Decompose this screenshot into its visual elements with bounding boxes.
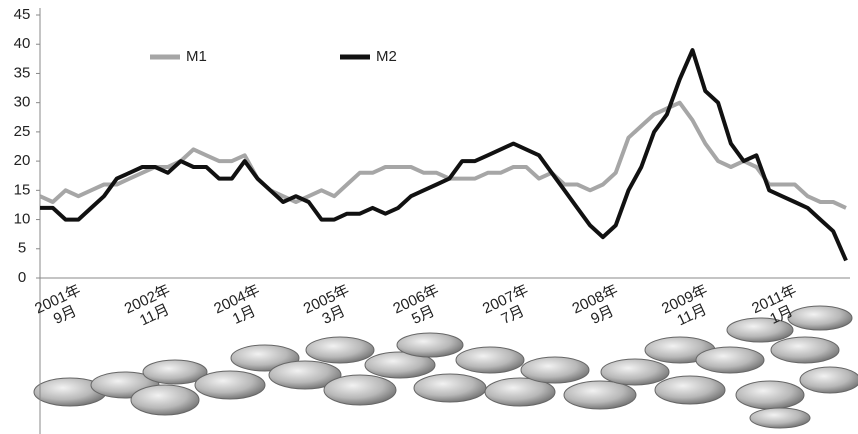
coins bbox=[33, 305, 858, 429]
y-tick-label: 45 bbox=[14, 6, 31, 23]
legend-label: M1 bbox=[186, 48, 207, 65]
y-tick-label: 5 bbox=[18, 240, 26, 257]
x-tick-label: 2008年9月 bbox=[570, 282, 628, 333]
x-tick-label: 2009年11月 bbox=[659, 282, 717, 333]
x-tick-label: 2005年3月 bbox=[301, 282, 359, 333]
x-tick-label: 2001年9月 bbox=[32, 282, 90, 333]
y-tick-label: 20 bbox=[14, 152, 31, 169]
y-tick-label: 25 bbox=[14, 123, 31, 140]
y-tick-label: 35 bbox=[14, 64, 31, 81]
y-tick-label: 40 bbox=[14, 35, 31, 52]
y-tick-label: 0 bbox=[18, 269, 26, 286]
y-tick-label: 30 bbox=[14, 94, 31, 111]
x-tick-label: 2004年1月 bbox=[211, 282, 269, 333]
y-tick-label: 15 bbox=[14, 181, 31, 198]
y-tick-label: 10 bbox=[14, 211, 31, 228]
x-tick-label: 2006年5月 bbox=[390, 282, 448, 333]
legend-label: M2 bbox=[376, 48, 397, 65]
line-series bbox=[40, 48, 848, 262]
x-tick-label: 2002年11月 bbox=[122, 282, 180, 333]
line-series bbox=[39, 100, 847, 210]
x-tick-label: 2007年7月 bbox=[480, 282, 538, 333]
